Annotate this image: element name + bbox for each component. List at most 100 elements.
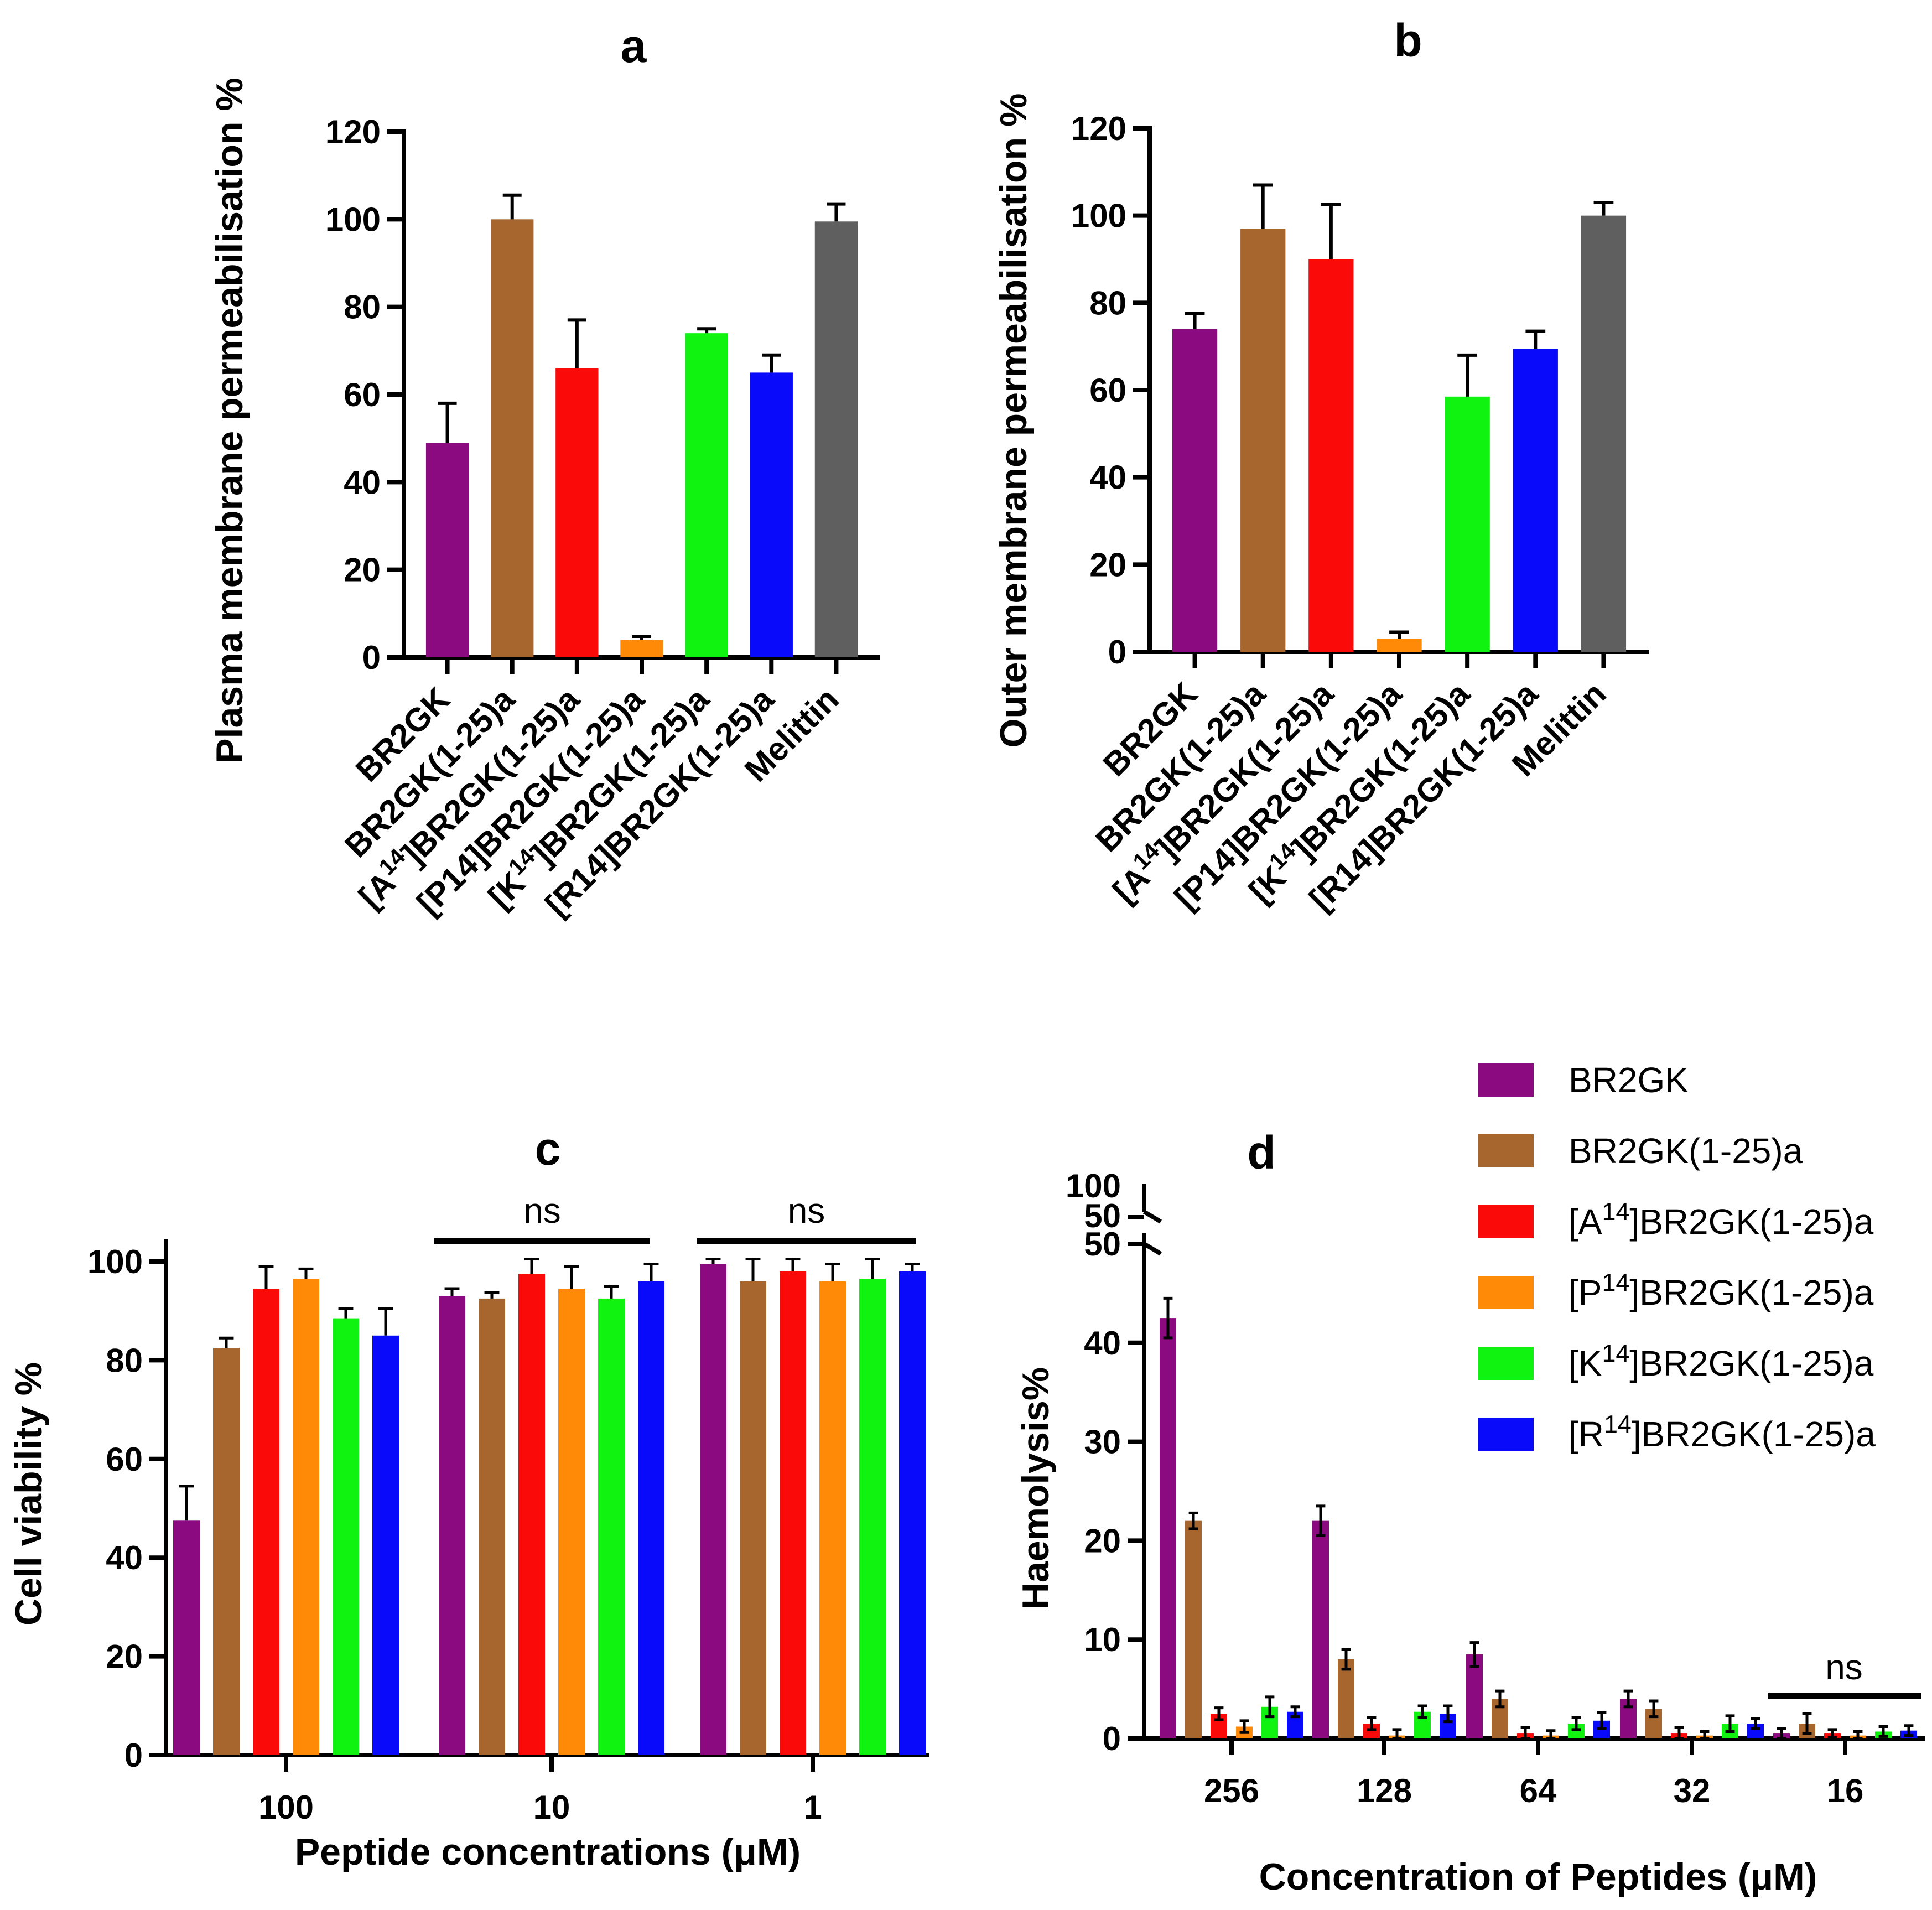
panel-d-ytick-label: 50 [1084,1226,1121,1263]
panel-a-bar [750,372,793,657]
panel-b-bar [1240,229,1286,652]
panel-b-bar [1445,396,1490,652]
panel-b-ytick-label: 40 [1089,459,1126,496]
panel-b-bar [1581,215,1627,652]
panel-c-bar [213,1348,240,1755]
legend-swatch [1478,1063,1534,1097]
legend-label: [P14]BR2GK(1-25)a [1569,1269,1874,1312]
panel-a-bar [685,333,728,657]
panel-b-ytick-label: 60 [1089,372,1126,409]
panel-c-chart: c Cell viability % Peptide concentration… [8,1123,929,1873]
panel-c-ns-label: ns [788,1191,825,1231]
panel-b-bar [1308,259,1354,652]
panel-c-xlabel: Peptide concentrations (μM) [295,1831,801,1873]
panel-c-bar [638,1281,664,1755]
panel-c-bar [173,1520,200,1755]
panel-d-break-mark [1142,1210,1162,1224]
panel-c-ytick-label: 100 [87,1243,143,1280]
panel-a-ylabel: Plasma membrane permeabilisation % [209,77,251,764]
panel-b-bar [1377,639,1422,652]
panel-a-ytick-label: 100 [325,201,381,238]
panel-d-ns-label: ns [1825,1647,1863,1687]
panel-c-ns-label: ns [523,1191,561,1231]
panel-b-ytick-label: 100 [1071,198,1126,235]
panel-c-title: c [535,1123,561,1175]
panel-b-ytick-label: 120 [1071,110,1126,147]
panel-d-break-mark [1142,1242,1162,1256]
panel-b-chart: b Outer membrane permeabilisation % 0 20 4… [993,14,1649,918]
panel-d-group-label: 128 [1357,1772,1412,1809]
legend-swatch [1478,1134,1534,1167]
panel-a-bar [425,443,469,657]
panel-c-group-label: 1 [803,1789,822,1826]
legend-swatch [1478,1276,1534,1309]
panel-c-bar [700,1264,726,1755]
panel-d-ytick-label: 30 [1084,1424,1121,1461]
panel-c-bar [372,1335,399,1755]
panel-c-bar [859,1279,886,1755]
panel-c-bar [899,1271,926,1755]
panel-c-bar [333,1318,359,1755]
panel-c-bar [558,1289,585,1755]
panel-a-ytick-label: 0 [362,639,381,676]
panel-b-bar [1172,329,1218,652]
panel-a-ytick-label: 60 [344,376,381,413]
panel-a-chart: a Plasma membrane permeabilisation % 0 20… [209,20,880,923]
panel-a-ytick-label: 120 [325,113,381,150]
panel-a-title: a [621,20,647,72]
panel-b-title: b [1394,14,1422,66]
panel-d-group-label: 16 [1827,1772,1864,1809]
legend-swatch [1478,1418,1534,1451]
legend-label: [K14]BR2GK(1-25)a [1569,1340,1874,1383]
panel-c-bar [819,1281,846,1755]
panel-c-bar [598,1298,625,1755]
panel-a-bar [620,640,663,657]
panel-d-bar [1185,1520,1202,1738]
panel-c-ytick-label: 20 [106,1638,143,1675]
panel-d-bar [1338,1659,1354,1738]
panel-c-group-label: 10 [533,1789,570,1826]
panel-b-bar [1513,349,1558,652]
panel-a-ytick-label: 40 [344,464,381,501]
panel-c-bar [293,1279,319,1755]
panel-d-ytick-label: 10 [1084,1621,1121,1658]
panel-c-bar [518,1274,545,1755]
panel-d-break-tick-label: 50 [1084,1197,1121,1234]
panel-d-ylabel: Haemolysis% [1015,1367,1057,1610]
legend-swatch [1478,1347,1534,1380]
panel-a-bar [491,219,534,657]
panel-b-ytick-label: 80 [1089,284,1126,321]
panel-c-bar [740,1281,766,1755]
panel-c-ytick-label: 60 [106,1441,143,1478]
panel-c-ytick-label: 80 [106,1342,143,1379]
panel-d-bar [1160,1318,1176,1738]
panel-d-group-label: 64 [1520,1772,1557,1809]
panel-d-group-label: 32 [1674,1772,1711,1809]
panel-d-ytick-label: 20 [1084,1522,1121,1559]
panel-d-break-tick-label: 100 [1066,1167,1121,1205]
legend-label: BR2GK [1569,1060,1689,1100]
panel-c-bar [479,1298,505,1755]
panel-d-bar [1466,1654,1483,1738]
panel-d-ytick-label: 0 [1103,1720,1121,1757]
panel-c-ytick-label: 40 [106,1539,143,1576]
panel-b-ylabel: Outer membrane permeabilisation % [993,94,1035,748]
panel-c-ylabel: Cell viability % [8,1362,50,1626]
panel-d-chart: d Haemolysis% Concentration of Peptides … [1015,1127,1925,1898]
panel-d-title: d [1247,1127,1275,1179]
panel-c-ytick-label: 0 [124,1737,143,1774]
legend-label: [R14]BR2GK(1-25)a [1569,1410,1876,1454]
panel-a-ytick-label: 80 [344,289,381,326]
panel-a-ytick-label: 20 [344,552,381,589]
panel-d-group-label: 256 [1204,1772,1259,1809]
panel-d-xlabel: Concentration of Peptides (μM) [1259,1856,1817,1898]
legend-label: BR2GK(1-25)a [1569,1131,1803,1171]
legend: BR2GK BR2GK(1-25)a [A14]BR2GK(1-25)a [P14]B… [1478,1060,1876,1454]
panel-a-bar [555,368,599,657]
panel-d-bar [1312,1520,1329,1738]
panel-b-ytick-label: 0 [1108,634,1126,671]
panel-c-bar [439,1296,465,1755]
panel-d-ytick-label: 40 [1084,1325,1121,1362]
panel-c-group-label: 100 [258,1789,314,1826]
